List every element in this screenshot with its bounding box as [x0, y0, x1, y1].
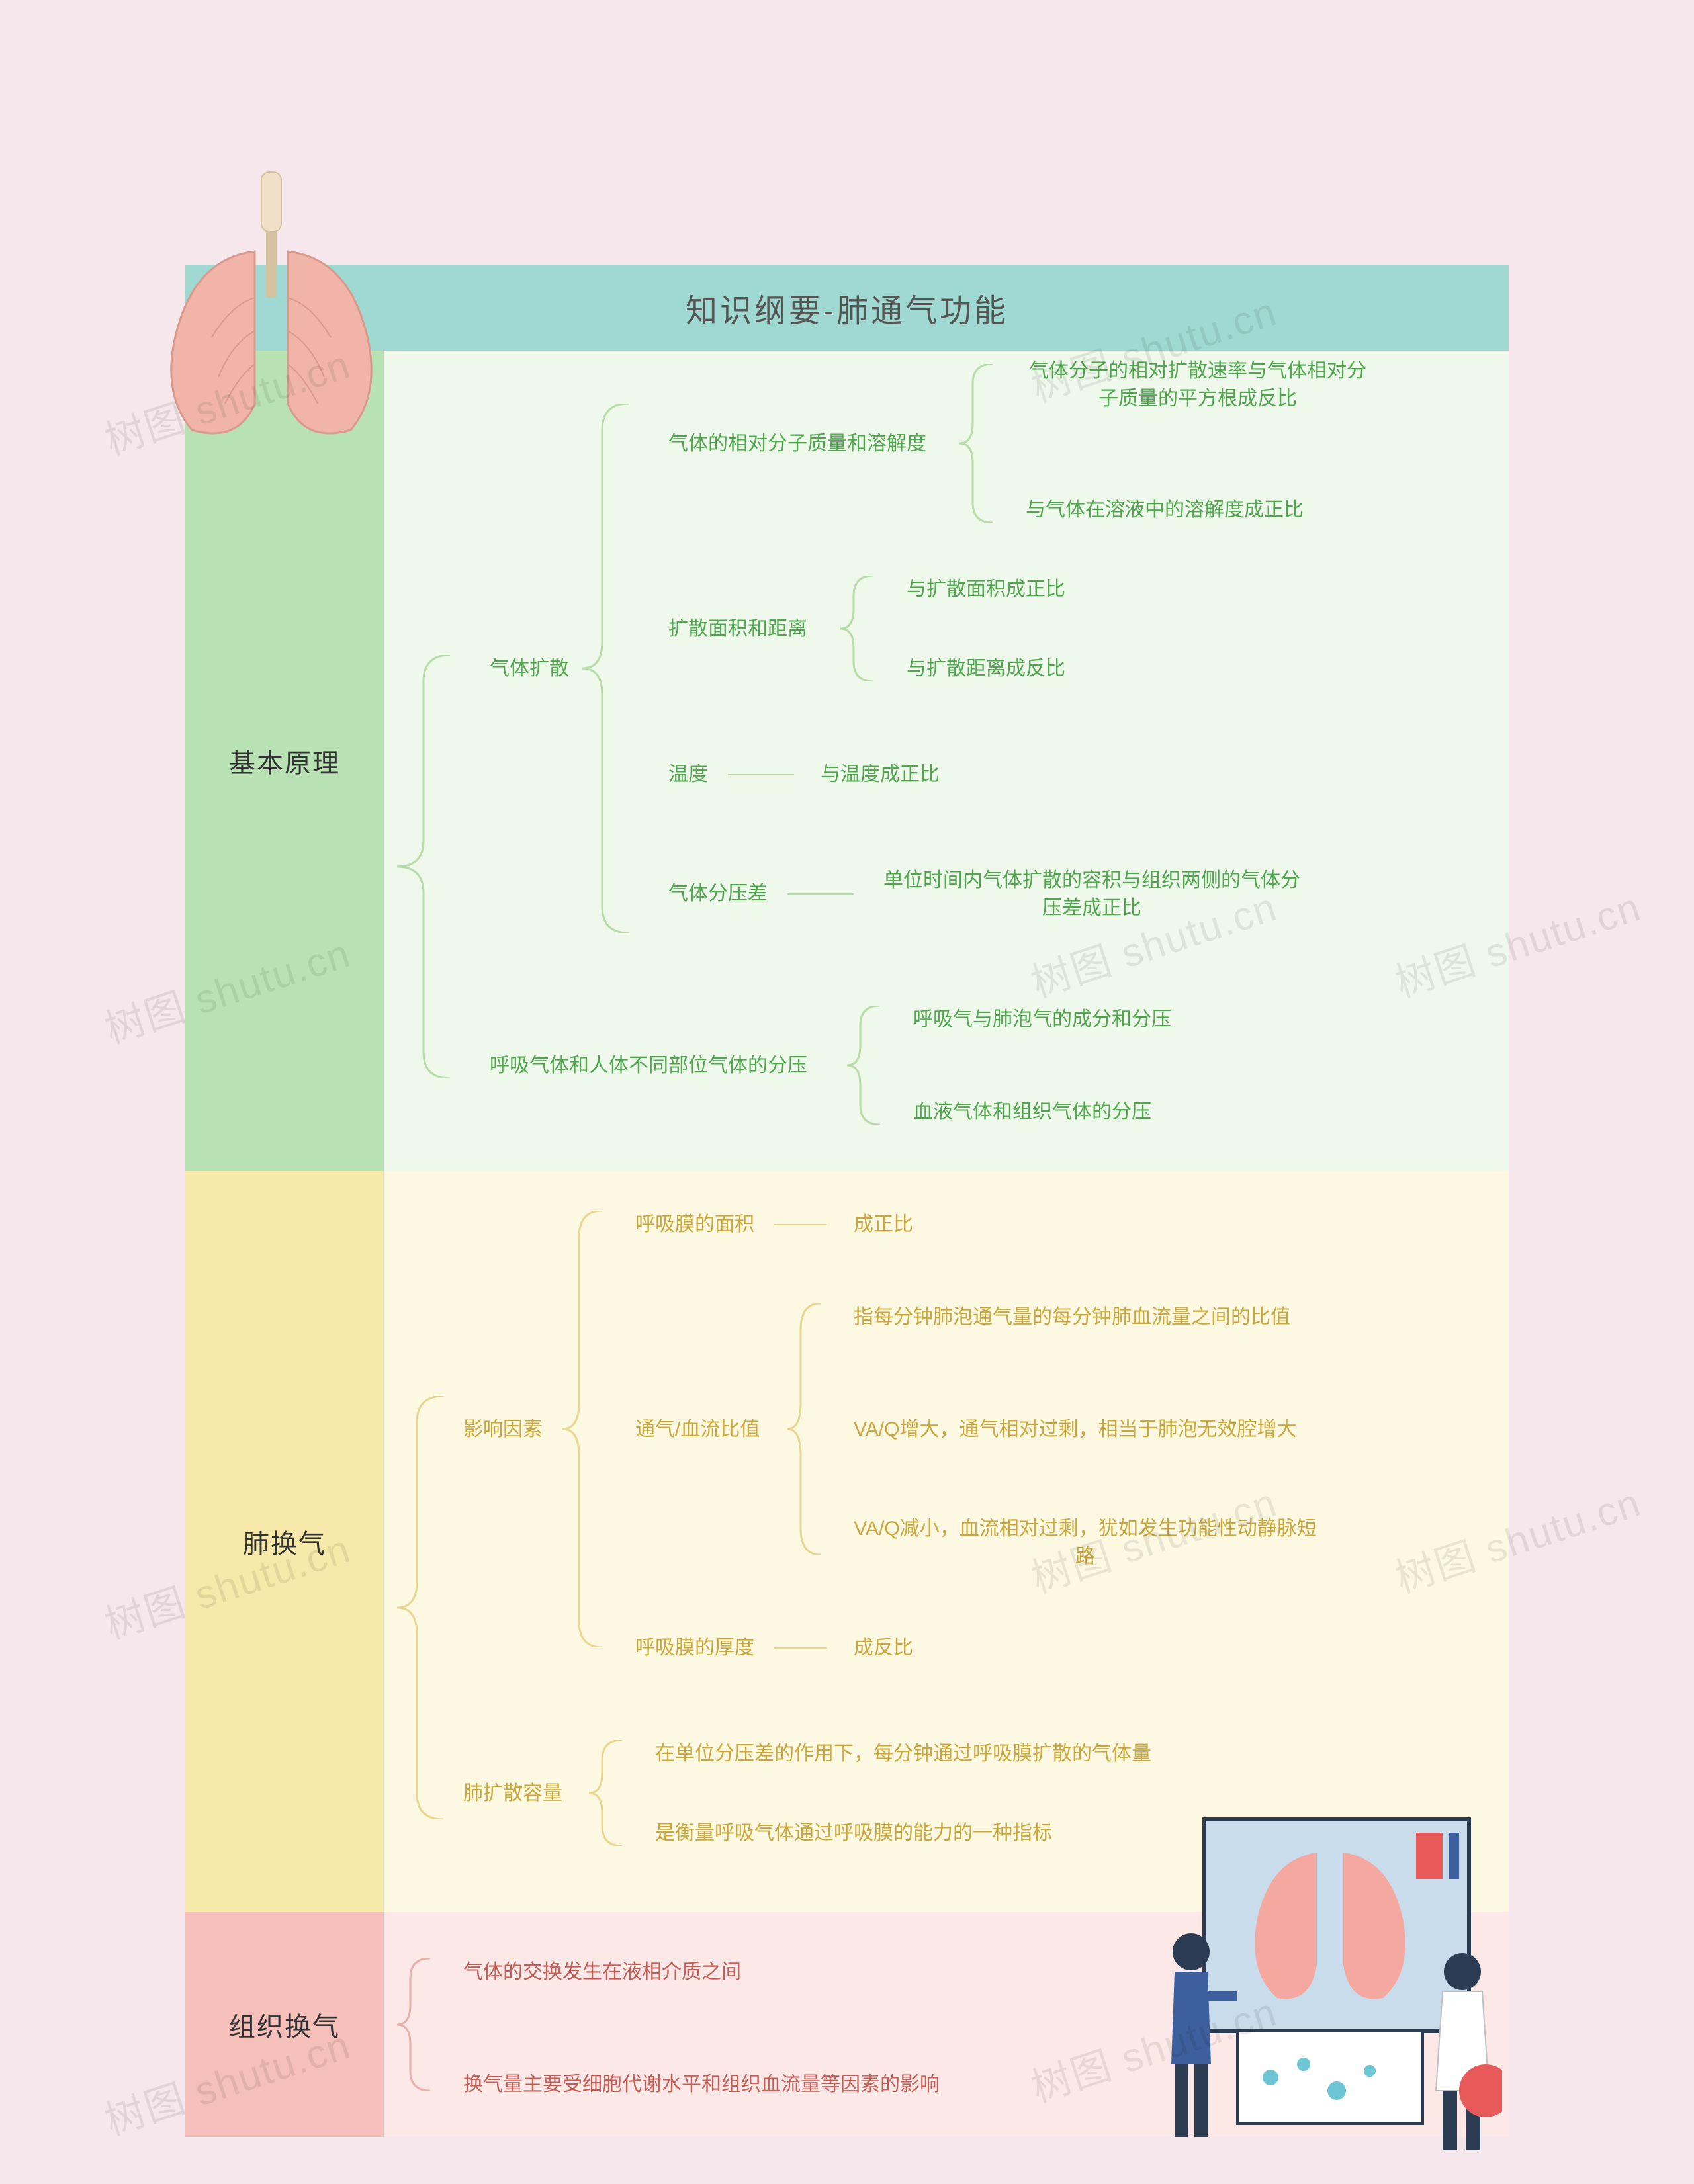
- node-vq-ratio: 通气/血流比值: [635, 1416, 760, 1444]
- node-vq-def: 指每分钟肺泡通气量的每分钟肺血流量之间的比值: [854, 1303, 1290, 1331]
- node-solubility-prop: 与气体在溶液中的溶解度成正比: [1026, 496, 1304, 524]
- section-label-tissue: 组织换气: [185, 1912, 384, 2137]
- node-pressure-desc: 单位时间内气体扩散的容积与组织两侧的气体分压差成正比: [880, 867, 1304, 922]
- node-blood-tissue: 血液气体和组织气体的分压: [913, 1098, 1151, 1126]
- node-temp-prop: 与温度成正比: [821, 761, 940, 789]
- node-area-prop: 与扩散面积成正比: [907, 576, 1065, 603]
- node-thick-inv: 成反比: [854, 1634, 913, 1662]
- node-gas-diffusion: 气体扩散: [490, 655, 569, 683]
- medical-scene-icon: [1138, 1800, 1502, 2163]
- node-metabolism: 换气量主要受细胞代谢水平和组织血流量等因素的影响: [463, 2071, 940, 2099]
- bracket-icon: [847, 1006, 887, 1125]
- lungs-icon: [132, 165, 410, 443]
- node-vq-small: VA/Q减小，血流相对过剩，犹如发生功能性动静脉短路: [854, 1515, 1317, 1571]
- section-principle: 基本原理 气体扩散 气体的相对分子质量和溶解度 气体分子的相对扩散速率与气体相对…: [185, 351, 1509, 1171]
- node-respiratory-gas: 呼吸气体和人体不同部位气体的分压: [490, 1052, 807, 1080]
- connector-line: [774, 1647, 827, 1649]
- connector-line: [774, 1224, 827, 1225]
- node-vq-large: VA/Q增大，通气相对过剩，相当于肺泡无效腔增大: [854, 1416, 1296, 1444]
- node-membrane-area: 呼吸膜的面积: [635, 1211, 754, 1239]
- bracket-icon: [397, 1958, 437, 2091]
- connector-line: [728, 774, 794, 775]
- node-cap-def: 在单位分压差的作用下，每分钟通过呼吸膜扩散的气体量: [655, 1740, 1151, 1768]
- title-text: 知识纲要-肺通气功能: [686, 284, 1008, 331]
- node-diffusion-rate: 气体分子的相对扩散速率与气体相对分子质量的平方根成反比: [1026, 357, 1370, 413]
- node-alveolar: 呼吸气与肺泡气的成分和分压: [913, 1006, 1171, 1033]
- node-factors: 影响因素: [463, 1416, 543, 1444]
- node-distance-inv: 与扩散距离成反比: [907, 655, 1065, 683]
- node-cap-measure: 是衡量呼吸气体通过呼吸膜的能力的一种指标: [655, 1819, 1052, 1847]
- label-text: 基本原理: [229, 742, 340, 780]
- node-area-distance: 扩散面积和距离: [668, 615, 807, 643]
- connector-line: [787, 893, 854, 895]
- label-text: 肺换气: [243, 1522, 326, 1561]
- node-pressure-diff: 气体分压差: [668, 880, 768, 908]
- node-mass-solubility: 气体的相对分子质量和溶解度: [668, 430, 926, 458]
- node-diffusion-cap: 肺扩散容量: [463, 1780, 562, 1808]
- node-membrane-thick: 呼吸膜的厚度: [635, 1634, 754, 1662]
- bracket-icon: [787, 1303, 827, 1555]
- node-liquid-phase: 气体的交换发生在液相介质之间: [463, 1958, 741, 1986]
- bracket-icon: [562, 1211, 609, 1647]
- bracket-icon: [397, 1396, 450, 1819]
- section-label-principle: 基本原理: [185, 351, 384, 1171]
- node-temperature: 温度: [668, 761, 708, 789]
- bracket-icon: [589, 1740, 629, 1846]
- bracket-icon: [959, 364, 999, 523]
- section-label-exchange: 肺换气: [185, 1171, 384, 1912]
- section-body-principle: 气体扩散 气体的相对分子质量和溶解度 气体分子的相对扩散速率与气体相对分子质量的…: [384, 351, 1509, 1171]
- bracket-icon: [840, 576, 880, 681]
- label-text: 组织换气: [229, 2005, 340, 2044]
- bracket-icon: [582, 404, 635, 933]
- node-area-prop2: 成正比: [854, 1211, 913, 1239]
- bracket-icon: [397, 655, 463, 1078]
